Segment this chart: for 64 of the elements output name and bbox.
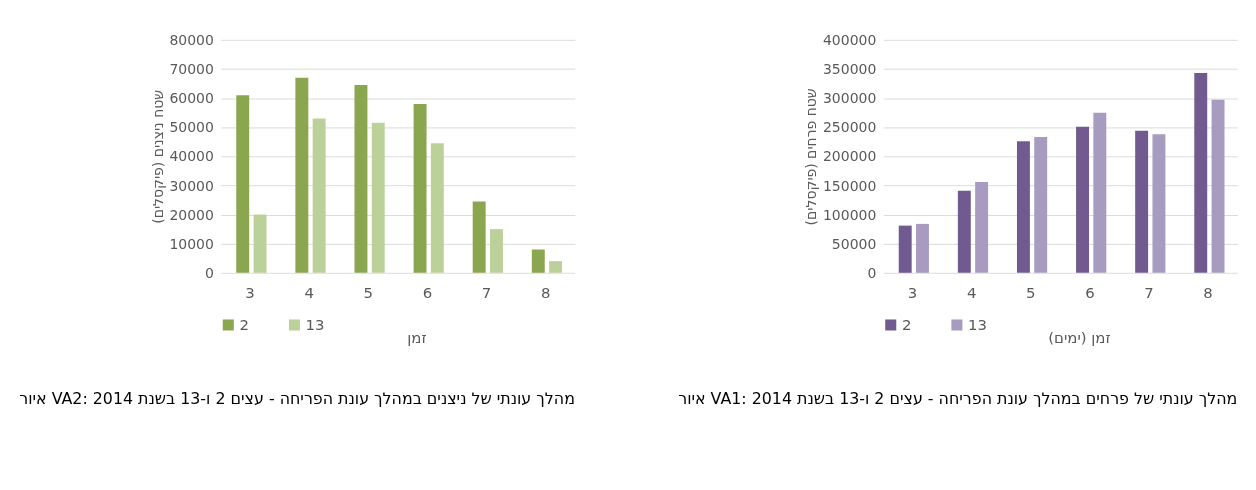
bar xyxy=(975,181,989,273)
bar xyxy=(531,249,545,273)
y-tick-label: 0 xyxy=(867,264,877,281)
bar xyxy=(1093,112,1107,273)
y-tick-label: 150000 xyxy=(822,177,877,194)
legend-label: 13 xyxy=(305,315,325,334)
x-tick-label: 8 xyxy=(1203,284,1213,303)
bar xyxy=(354,85,368,273)
y-tick-label: 50000 xyxy=(831,235,877,252)
bar xyxy=(472,201,486,273)
bar xyxy=(371,122,385,273)
legend-label: 2 xyxy=(239,315,249,334)
x-axis-title: זמן (ימים) xyxy=(1048,329,1111,348)
x-tick-label: 5 xyxy=(1026,284,1036,303)
y-tick-label: 300000 xyxy=(822,90,877,107)
y-tick-label: 40000 xyxy=(169,148,214,165)
bar xyxy=(1034,137,1048,273)
bar xyxy=(430,143,444,273)
x-tick-label: 4 xyxy=(966,284,977,303)
bar xyxy=(413,103,427,273)
y-axis-title: שטח פרחים (פיקסלים) xyxy=(803,88,820,226)
x-tick-label: 3 xyxy=(907,284,918,303)
text: איור VA2: מהלך עונתי של ניצנים במהלך עונת הפריחה - עצים 2 ו-13 בשנת 2014 xyxy=(19,389,575,409)
bar xyxy=(1076,126,1090,273)
y-tick-label: 350000 xyxy=(822,61,877,78)
x-tick-label: 6 xyxy=(1085,284,1095,303)
bar xyxy=(1194,73,1208,273)
x-tick-label: 6 xyxy=(422,284,433,303)
bar xyxy=(236,95,250,273)
x-tick-label: 5 xyxy=(363,284,374,303)
y-tick-label: 70000 xyxy=(169,61,214,78)
x-tick-label: 7 xyxy=(1144,284,1154,303)
bar xyxy=(1135,130,1149,273)
bar xyxy=(957,190,971,273)
bar xyxy=(253,214,267,273)
y-tick-label: 30000 xyxy=(169,177,214,194)
y-tick-label: 200000 xyxy=(822,148,877,165)
y-tick-label: 0 xyxy=(204,264,214,281)
y-tick-label: 60000 xyxy=(169,90,214,107)
y-tick-label: 50000 xyxy=(169,119,214,136)
bar xyxy=(916,223,929,273)
x-tick-label: 7 xyxy=(481,284,492,303)
text: איור VA1: מהלך עונתי של פרחים במהלך עונת הפריחה - עצים 2 ו-13 בשנת 2014 xyxy=(678,389,1238,409)
y-tick-label: 100000 xyxy=(822,206,877,223)
x-tick-label: 4 xyxy=(304,284,314,303)
x-tick-label: 8 xyxy=(540,284,551,303)
bar xyxy=(1152,134,1166,273)
y-tick-label: 400000 xyxy=(822,31,877,48)
y-axis-title: שטח ניצנים (פיקסלים) xyxy=(149,89,166,224)
legend-label: 2 xyxy=(901,315,912,334)
bar xyxy=(490,229,503,273)
y-tick-label: 20000 xyxy=(169,206,214,223)
bar xyxy=(312,118,326,273)
x-axis-title: זמן xyxy=(407,329,427,348)
bar xyxy=(1016,141,1030,273)
bar xyxy=(295,77,309,273)
bar xyxy=(549,261,563,273)
y-tick-label: 80000 xyxy=(169,31,214,48)
bar xyxy=(1211,99,1225,273)
bar xyxy=(898,225,912,273)
y-tick-label: 10000 xyxy=(169,235,214,252)
legend-label: 13 xyxy=(968,315,988,334)
x-tick-label: 3 xyxy=(245,284,255,303)
y-tick-label: 250000 xyxy=(822,119,877,136)
